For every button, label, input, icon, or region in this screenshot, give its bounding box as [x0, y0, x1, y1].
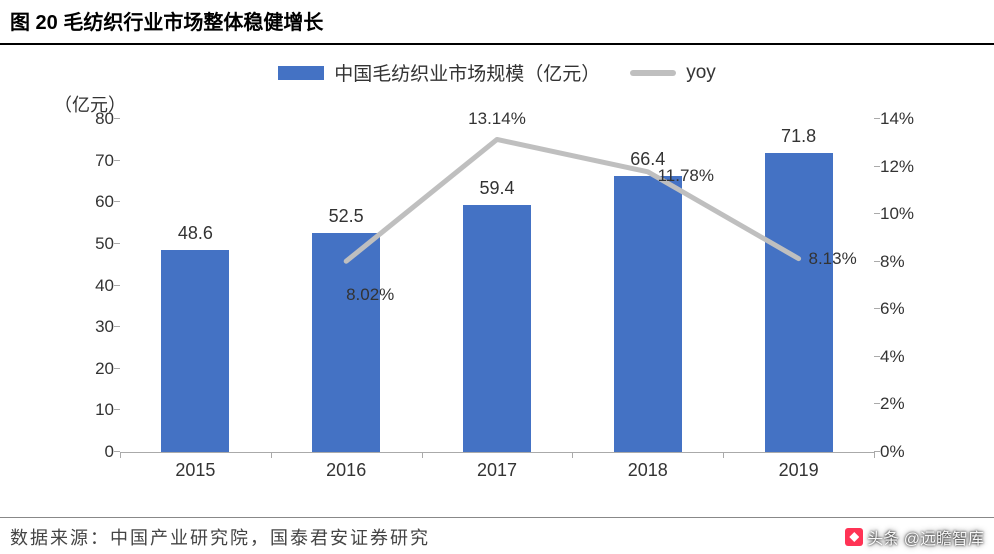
- y-right-tick-label: 8%: [880, 252, 926, 272]
- legend-line: yoy: [630, 62, 716, 84]
- y-right-tick-label: 14%: [880, 109, 926, 129]
- x-axis-label: 2016: [326, 460, 366, 481]
- y-left-tick-label: 40: [80, 276, 114, 296]
- y-left-tick-label: 70: [80, 151, 114, 171]
- data-source: 数据来源：中国产业研究院，国泰君安证券研究: [10, 524, 430, 550]
- y-right-tick-label: 2%: [880, 394, 926, 414]
- yoy-value-label: 11.78%: [658, 166, 714, 186]
- yoy-value-label: 13.14%: [468, 109, 526, 129]
- plot-area: 010203040506070800%2%4%6%8%10%12%14%48.6…: [120, 119, 874, 453]
- x-axis-label: 2017: [477, 460, 517, 481]
- y-right-tick-label: 0%: [880, 442, 926, 462]
- watermark-text: 头条 @远瞻智库: [867, 525, 984, 549]
- footer: 数据来源：中国产业研究院，国泰君安证券研究 头条 @远瞻智库: [0, 517, 994, 554]
- y-left-tick-label: 50: [80, 234, 114, 254]
- legend-bar-label: 中国毛纺织业市场规模（亿元）: [334, 59, 600, 86]
- x-axis-label: 2015: [175, 460, 215, 481]
- y-left-tick-label: 60: [80, 192, 114, 212]
- watermark: 头条 @远瞻智库: [845, 525, 984, 549]
- yoy-value-label: 8.02%: [346, 285, 394, 305]
- legend-line-label: yoy: [686, 62, 716, 84]
- legend-bar: 中国毛纺织业市场规模（亿元）: [278, 59, 600, 86]
- y-right-tick-label: 6%: [880, 299, 926, 319]
- y-left-tick-label: 10: [80, 400, 114, 420]
- y-left-tick-label: 20: [80, 359, 114, 379]
- yoy-line: [120, 119, 874, 452]
- chart-container: 中国毛纺织业市场规模（亿元） yoy （亿元） 0102030405060708…: [30, 59, 964, 499]
- legend-bar-swatch: [278, 66, 324, 80]
- y-left-tick-label: 0: [80, 442, 114, 462]
- watermark-icon: [845, 528, 863, 546]
- x-axis-label: 2019: [779, 460, 819, 481]
- y-right-tick-label: 4%: [880, 347, 926, 367]
- y-left-tick-label: 80: [80, 109, 114, 129]
- legend-line-swatch: [630, 70, 676, 76]
- y-right-tick-label: 12%: [880, 157, 926, 177]
- y-right-tick-label: 10%: [880, 204, 926, 224]
- yoy-value-label: 8.13%: [808, 249, 856, 269]
- legend: 中国毛纺织业市场规模（亿元） yoy: [30, 59, 964, 86]
- y-left-tick-label: 30: [80, 317, 114, 337]
- x-axis-label: 2018: [628, 460, 668, 481]
- figure-title: 图 20 毛纺织行业市场整体稳健增长: [0, 0, 994, 45]
